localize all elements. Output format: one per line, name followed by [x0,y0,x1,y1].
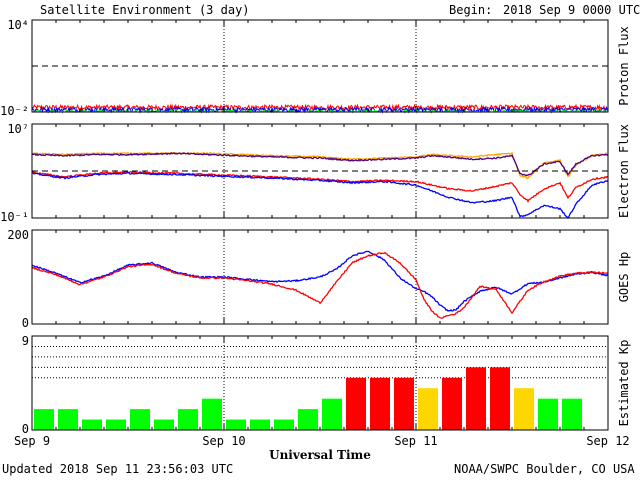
kp-bar [538,398,558,430]
x-axis-label: Universal Time [269,448,371,462]
panel-ylabel: Electron Flux [617,124,631,218]
panel-3 [31,229,609,325]
kp-bar [322,398,342,430]
panel-ylabel: Proton Flux [617,26,631,105]
kp-bar [370,377,390,430]
x-tick-label: Sep 9 [14,434,50,448]
chart-title: Satellite Environment (3 day) [40,3,250,17]
panel-2 [31,123,609,219]
kp-bar [490,367,510,430]
kp-bar [82,419,102,430]
series-line-4 [31,172,609,219]
kp-bar [442,377,462,430]
kp-bar [178,409,198,430]
kp-bar [130,409,150,430]
kp-bar [418,388,438,430]
kp-bar [106,419,126,430]
kp-bar [394,377,414,430]
kp-bar [274,419,294,430]
panel-ylabel: GOES Hp [617,252,631,303]
x-tick-label: Sep 12 [586,434,629,448]
series-line-1 [31,103,608,112]
kp-bar [154,419,174,430]
begin-value: 2018 Sep 9 0000 UTC [503,3,640,17]
y-tick-label: 200 [7,228,29,242]
y-tick-label: 0 [22,422,29,436]
kp-bar [466,367,486,430]
kp-bar [202,398,222,430]
series-line-3 [31,170,609,203]
series-line-2 [31,251,609,319]
y-tick-label: 10⁻¹ [0,210,29,224]
series-line-2 [31,151,608,177]
kp-bar [514,388,534,430]
updated-timestamp: Updated 2018 Sep 11 23:56:03 UTC [2,462,234,476]
kp-bar [58,409,78,430]
panel-frame [31,19,609,113]
y-tick-label: 10⁴ [7,18,29,32]
begin-label: Begin: [449,3,493,17]
y-tick-label: 10⁷ [7,122,29,136]
x-tick-label: Sep 10 [202,434,245,448]
panel-1 [31,19,609,114]
series-line-1 [31,151,609,180]
kp-bar [34,409,54,430]
y-tick-label: 10⁻² [0,104,29,118]
y-tick-label: 0 [22,316,29,330]
kp-bar [298,409,318,430]
kp-bar [346,377,366,430]
kp-bar [250,419,270,430]
credit-text: NOAA/SWPC Boulder, CO USA [454,462,635,476]
kp-bar [226,419,246,430]
x-tick-label: Sep 11 [394,434,437,448]
y-tick-label: 9 [22,334,29,348]
kp-bar [562,398,582,430]
series-line-1 [31,250,609,312]
panel-frame [31,123,609,219]
panel-4 [31,335,609,431]
panel-ylabel: Estimated Kp [617,340,631,427]
